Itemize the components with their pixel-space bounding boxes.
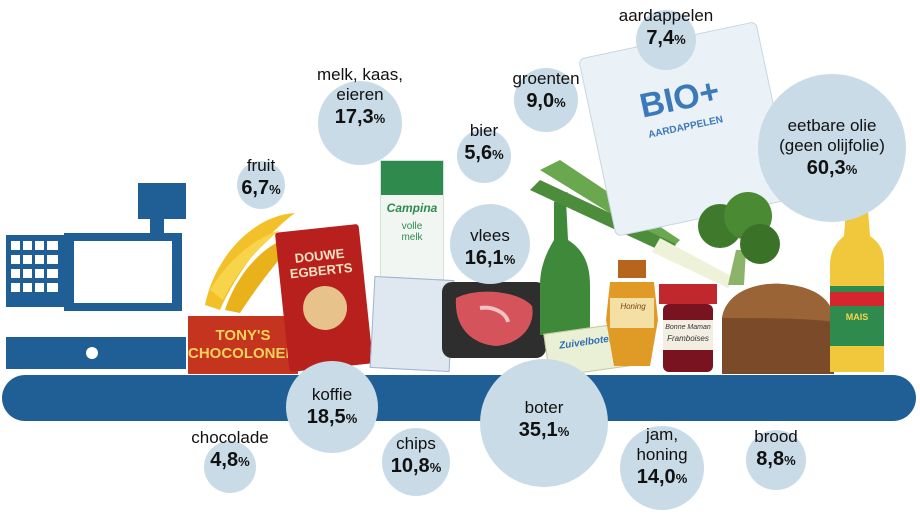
category-value: 35,1% [519, 418, 570, 444]
value-number: 16,1 [464, 247, 504, 269]
value-unit: % [675, 471, 688, 486]
cash-register-icon [6, 183, 186, 369]
bubble-groenten [514, 68, 578, 132]
category-name: melk, kaas, eieren [317, 65, 403, 104]
bread-image [722, 283, 834, 374]
honey-label-text: Honing [620, 302, 646, 311]
value-unit: % [429, 460, 442, 475]
milk-type-text: volle melk [401, 221, 423, 243]
category-value: 10,8% [391, 454, 442, 480]
oil-label-text: MAIS [845, 312, 869, 322]
value-unit: % [503, 252, 516, 267]
category-name: bier [469, 121, 499, 140]
jam-jar-image [659, 284, 717, 372]
coffee-pack-image: DOUWE EGBERTS [274, 223, 374, 373]
category-name: vlees [470, 226, 510, 245]
label-fruit: fruit 6,7% [241, 156, 280, 202]
category-name: brood [754, 427, 798, 446]
value-number: 7,4 [646, 27, 675, 49]
label-olie: eetbare olie (geen olijfolie) 60,3% [779, 116, 885, 182]
chocolate-bar-image: TONY'S CHOCOLONELY [188, 316, 303, 374]
category-value: 6,7% [241, 176, 280, 202]
category-value: 7,4% [619, 26, 714, 52]
bubble-koffie [286, 361, 378, 453]
label-chips: chips 10,8% [391, 434, 442, 480]
category-name: aardappelen [618, 6, 714, 25]
label-koffie: koffie 18,5% [307, 385, 358, 431]
jam-label-flavour: Framboises [667, 334, 709, 343]
value-unit: % [557, 424, 570, 439]
broccoli-image [698, 192, 780, 285]
label-aardappelen: aardappelen 7,4% [619, 6, 714, 52]
value-number: 8,8 [756, 448, 785, 470]
value-unit: % [674, 32, 686, 47]
category-value: 5,6% [464, 141, 503, 167]
label-jam: jam, honing 14,0% [636, 425, 687, 491]
category-name: fruit [246, 156, 276, 175]
value-unit: % [269, 182, 281, 197]
bubble-aardappelen [636, 10, 696, 70]
category-name: koffie [311, 385, 353, 404]
value-unit: % [492, 147, 504, 162]
value-unit: % [345, 411, 358, 426]
category-name: chocolade [191, 428, 269, 447]
category-value: 17,3% [317, 105, 403, 131]
milk-carton-image: Campina volle melk [380, 160, 444, 280]
value-number: 60,3 [806, 157, 846, 179]
milk-brand-text: Campina [386, 201, 438, 215]
label-bier: bier 5,6% [464, 121, 503, 167]
value-number: 17,3 [334, 106, 374, 128]
value-number: 4,8 [210, 449, 239, 471]
category-value: 60,3% [779, 156, 885, 182]
jam-label-brand: Bonne Maman [665, 324, 711, 331]
category-name: eetbare olie (geen olijfolie) [779, 116, 885, 155]
conveyor-belt [2, 375, 916, 421]
meat-tray-image [442, 282, 546, 358]
value-unit: % [554, 95, 566, 110]
oil-bottle-image [830, 196, 884, 372]
label-melk: melk, kaas, eieren 17,3% [317, 65, 403, 131]
label-brood: brood 8,8% [754, 427, 797, 473]
bubble-bier [457, 129, 511, 183]
category-value: 9,0% [512, 89, 579, 115]
category-value: 8,8% [754, 447, 797, 473]
label-chocolade: chocolade 4,8% [191, 428, 269, 474]
value-number: 6,7 [241, 177, 270, 199]
bubble-boter [480, 359, 608, 487]
category-value: 14,0% [636, 465, 688, 491]
label-groenten: groenten 9,0% [512, 69, 579, 115]
value-unit: % [373, 111, 386, 126]
bubble-brood [746, 430, 806, 490]
bubble-olie [758, 74, 906, 222]
bubble-vlees [450, 204, 530, 284]
value-unit: % [238, 454, 250, 469]
value-number: 35,1 [518, 419, 558, 441]
category-value: 16,1% [465, 246, 516, 272]
category-name: groenten [512, 69, 580, 88]
coffee-brand-text: DOUWE EGBERTS [289, 245, 354, 282]
label-vlees: vlees 16,1% [465, 226, 516, 272]
category-name: jam, honing [636, 425, 688, 464]
value-number: 10,8 [390, 455, 430, 477]
bubble-chocolade [204, 441, 256, 493]
honey-jar-image [606, 260, 658, 366]
category-value: 18,5% [307, 405, 358, 431]
category-name: chips [396, 434, 436, 453]
bubble-melk [318, 81, 402, 165]
value-number: 18,5 [306, 406, 346, 428]
bubble-fruit [237, 161, 285, 209]
bubble-chips [382, 428, 450, 496]
value-number: 5,6 [464, 142, 493, 164]
label-boter: boter 35,1% [519, 398, 570, 444]
value-number: 9,0 [526, 90, 555, 112]
category-name: boter [524, 398, 564, 417]
value-number: 14,0 [636, 466, 676, 488]
value-unit: % [845, 162, 858, 177]
value-unit: % [784, 453, 796, 468]
category-value: 4,8% [191, 448, 269, 474]
bubble-jam [620, 426, 704, 510]
